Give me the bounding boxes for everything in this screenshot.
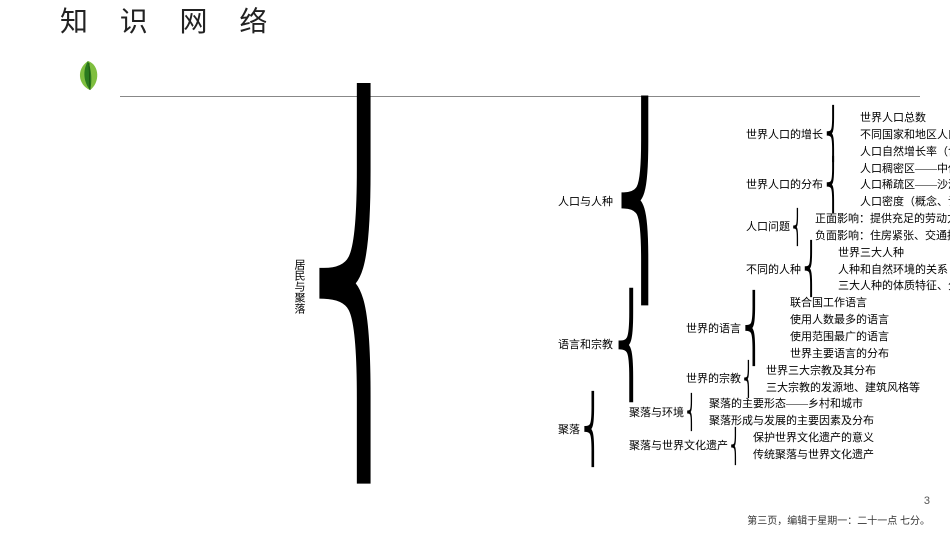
tree-node: 人口与人种 <box>555 194 616 211</box>
tree-leaf: 聚落的主要形态——乡村和城市 <box>706 396 877 413</box>
tree-node: 聚落 <box>555 422 583 439</box>
tree-leaf: 三大宗教的发源地、建筑风格等 <box>763 380 923 397</box>
tree-leaf: 人口稠密区——中低纬度近海的平原地区 <box>857 161 950 178</box>
tree-leaf: 世界三大人种 <box>835 245 950 262</box>
tree-node: 不同的人种 <box>743 262 804 279</box>
tree-node: 世界的语言 <box>683 321 744 338</box>
tree-leaf: 人种和自然环境的关系 <box>835 262 950 279</box>
tree-leaf: 世界主要语言的分布 <box>787 346 892 363</box>
footer-text: 第三页，编辑于星期一：二十一点 七分。 <box>747 512 930 527</box>
leaf-icon <box>70 55 110 100</box>
tree-node: 语言和宗教 <box>555 337 616 354</box>
tree-leaf: 三大人种的体质特征、分布 <box>835 278 950 295</box>
tree-leaf: 世界三大宗教及其分布 <box>763 363 923 380</box>
page-title: 知 识 网 络 <box>0 0 950 40</box>
tree-leaf: 不同国家和地区人口增长的速度不同 <box>857 127 950 144</box>
tree-node: 世界的宗教 <box>683 371 744 388</box>
tree-leaf: 人口稀疏区——沙漠、雨林、高纬度地区、高原山地 <box>857 177 950 194</box>
tree-root: 居民与聚落 <box>290 257 308 316</box>
page-number: 3 <box>924 495 930 507</box>
tree-leaf: 世界人口总数 <box>857 110 950 127</box>
tree-node: 聚落与世界文化遗产 <box>626 438 731 455</box>
tree-leaf: 人口自然增长率（含义、计算） <box>857 144 950 161</box>
tree-leaf: 传统聚落与世界文化遗产 <box>750 447 877 464</box>
tree-leaf: 人口密度（概念、计算方法） <box>857 194 950 211</box>
tree-leaf: 正面影响：提供充足的劳动力 <box>812 211 950 228</box>
tree-leaf: 使用范围最广的语言 <box>787 329 892 346</box>
tree-leaf: 联合国工作语言 <box>787 295 892 312</box>
tree-node: 聚落与环境 <box>626 405 687 422</box>
tree-leaf: 保护世界文化遗产的意义 <box>750 430 877 447</box>
tree-node: 人口问题 <box>743 219 793 236</box>
tree-node: 世界人口的增长 <box>743 127 826 144</box>
tree-leaf: 负面影响：住房紧张、交通拥挤、资源短缺、环境恶化等 <box>812 228 950 245</box>
knowledge-tree: 居民与聚落 ⎨ 人口与人种 ⎨ 世界人口的增长 ⎨ 世界人口总数 不同国家和地区… <box>290 110 880 490</box>
tree-leaf: 使用人数最多的语言 <box>787 312 892 329</box>
tree-node: 世界人口的分布 <box>743 177 826 194</box>
header-divider <box>120 96 920 97</box>
